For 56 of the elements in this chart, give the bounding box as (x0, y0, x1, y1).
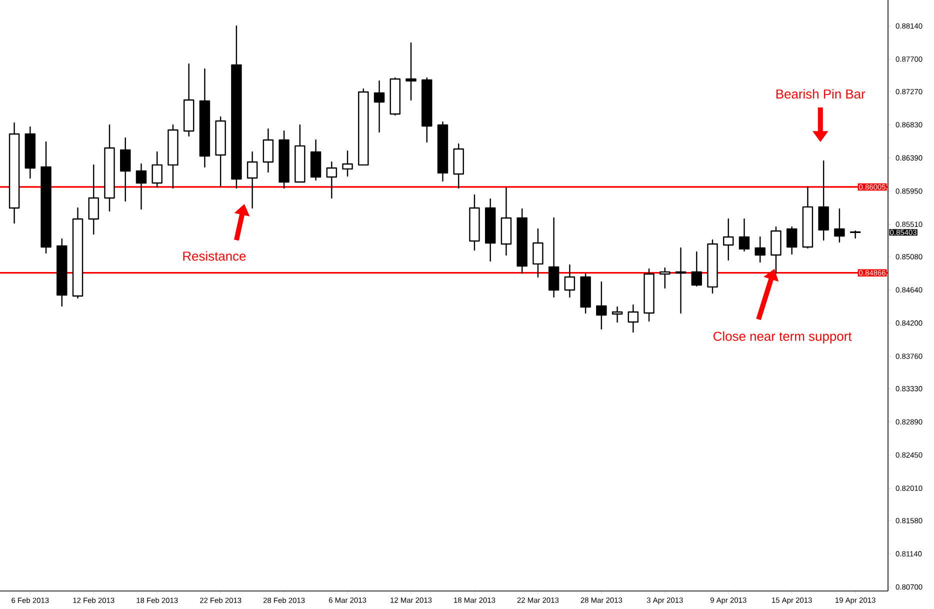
candlestick (88, 164, 99, 235)
candlestick (453, 143, 464, 189)
candlestick (120, 137, 131, 202)
candlestick (24, 126, 36, 179)
candlestick (262, 128, 274, 173)
candlestick (548, 217, 560, 298)
candlestick (56, 238, 68, 307)
candlestick (516, 208, 528, 274)
candlestick (72, 207, 84, 299)
candlestick (818, 160, 829, 241)
candlestick (469, 194, 480, 251)
candlestick (644, 268, 654, 322)
candlestick (152, 151, 162, 188)
candlestick (786, 226, 798, 255)
candlestick (104, 124, 115, 212)
candlestick (374, 80, 385, 133)
candlestick (199, 68, 210, 168)
candlestick (422, 77, 432, 143)
candlestick (246, 151, 258, 209)
candlestick (40, 141, 52, 254)
candlestick (437, 121, 448, 182)
candlestick (691, 251, 702, 287)
candlestick (484, 198, 496, 262)
candlestick (612, 306, 623, 323)
candlestick (738, 218, 750, 252)
annotation: Resistance (183, 251, 246, 261)
annotation: Bearish Pin Bar (776, 89, 866, 99)
candlestick (660, 267, 670, 289)
candlestick (310, 139, 322, 181)
candlestick (707, 239, 718, 294)
candlestick (564, 264, 576, 298)
candlestick (596, 281, 607, 330)
annotation: Close near term support (714, 331, 852, 344)
candlestick (754, 236, 766, 263)
candlestick (580, 273, 591, 314)
candlestick (675, 247, 686, 314)
candlestick (326, 161, 338, 199)
candlestick (358, 88, 369, 166)
candlestick (628, 304, 639, 333)
candlestick (342, 150, 353, 177)
candlestick (231, 25, 242, 189)
candlestick (532, 228, 544, 278)
candlestick (802, 186, 814, 249)
candlestick (834, 208, 845, 243)
candlestick (723, 218, 734, 261)
candlestick (850, 230, 861, 239)
candlestick (8, 122, 20, 224)
candlestick (294, 124, 306, 183)
candlestick (183, 63, 194, 137)
candlestick (390, 77, 400, 116)
candlestick (168, 124, 178, 189)
candlestick (500, 187, 512, 256)
candlestick (215, 116, 226, 187)
candlestick (278, 130, 290, 189)
candlestick (136, 163, 147, 210)
candlestick (770, 226, 782, 274)
